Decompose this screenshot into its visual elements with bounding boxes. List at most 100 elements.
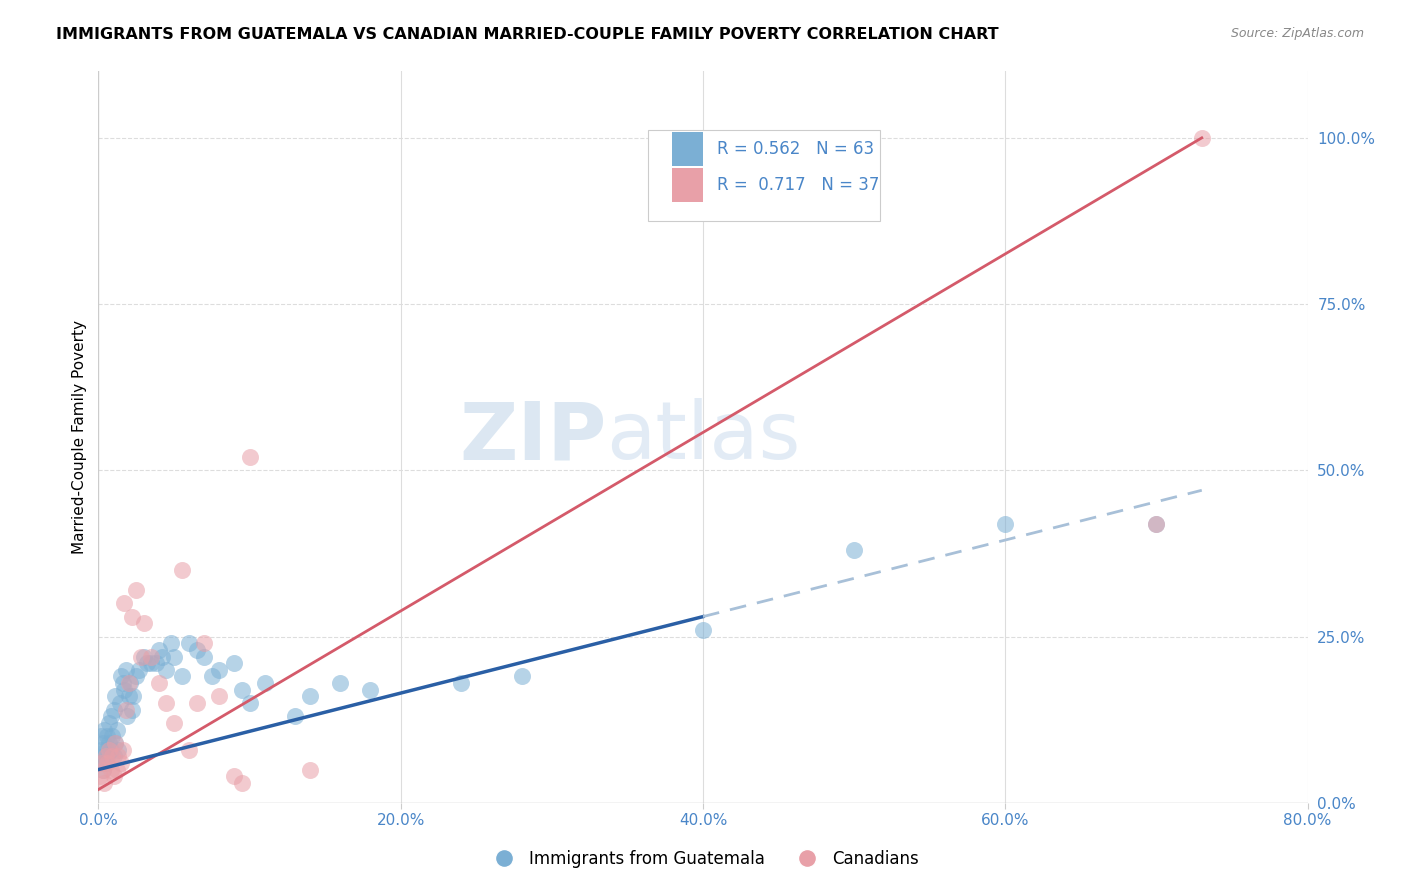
Point <box>148 643 170 657</box>
Point <box>110 756 132 770</box>
Text: atlas: atlas <box>606 398 800 476</box>
Point <box>155 663 177 677</box>
Point <box>193 636 215 650</box>
Point <box>125 669 148 683</box>
Point <box>193 649 215 664</box>
Point <box>98 716 121 731</box>
Point <box>253 676 276 690</box>
Point <box>1191 131 1213 145</box>
Point <box>93 776 115 790</box>
Point <box>121 609 143 624</box>
Point <box>148 676 170 690</box>
Point <box>118 676 141 690</box>
Point <box>132 616 155 631</box>
Point <box>208 663 231 677</box>
Point <box>141 649 163 664</box>
Point <box>128 663 150 677</box>
Point <box>844 543 866 558</box>
Point <box>104 736 127 750</box>
Point <box>299 763 322 777</box>
Text: R =  0.717   N = 37: R = 0.717 N = 37 <box>717 176 879 194</box>
Point <box>231 776 253 790</box>
Point <box>145 656 167 670</box>
Point <box>103 769 125 783</box>
Point <box>98 742 121 756</box>
Point <box>105 723 128 737</box>
Point <box>224 769 246 783</box>
Point <box>100 763 122 777</box>
Point <box>170 669 193 683</box>
Point <box>114 663 136 677</box>
Point <box>94 756 117 770</box>
Point <box>186 696 208 710</box>
Point <box>89 756 111 770</box>
Point <box>129 649 152 664</box>
Point <box>163 716 186 731</box>
Point <box>96 729 118 743</box>
Point <box>1144 516 1167 531</box>
Point <box>91 763 114 777</box>
Point <box>284 709 307 723</box>
Point <box>141 656 163 670</box>
Point <box>90 742 112 756</box>
Point <box>110 669 132 683</box>
Point <box>122 690 145 704</box>
Point <box>118 690 141 704</box>
Point <box>100 709 122 723</box>
Legend: Immigrants from Guatemala, Canadians: Immigrants from Guatemala, Canadians <box>481 844 925 875</box>
Point <box>89 769 111 783</box>
Point <box>135 656 157 670</box>
Point <box>103 703 125 717</box>
Point <box>231 682 253 697</box>
Point <box>103 749 125 764</box>
Point <box>239 450 262 464</box>
Point <box>329 676 352 690</box>
Point <box>108 696 131 710</box>
Point <box>107 742 129 756</box>
Text: IMMIGRANTS FROM GUATEMALA VS CANADIAN MARRIED-COUPLE FAMILY POVERTY CORRELATION : IMMIGRANTS FROM GUATEMALA VS CANADIAN MA… <box>56 27 998 42</box>
Point <box>163 649 186 664</box>
Point <box>692 623 714 637</box>
Point <box>160 636 183 650</box>
Point <box>239 696 262 710</box>
Point <box>93 749 115 764</box>
Point <box>101 749 124 764</box>
Point <box>114 703 136 717</box>
Point <box>94 749 117 764</box>
Point <box>179 742 201 756</box>
Point <box>101 729 124 743</box>
Point <box>111 676 134 690</box>
Point <box>107 749 129 764</box>
Point <box>104 690 127 704</box>
Point <box>100 742 122 756</box>
Point <box>105 763 128 777</box>
Point <box>450 676 472 690</box>
Point <box>1144 516 1167 531</box>
Point <box>179 636 201 650</box>
Point <box>115 709 138 723</box>
Text: ZIP: ZIP <box>458 398 606 476</box>
Point <box>510 669 533 683</box>
Point <box>96 756 118 770</box>
Point <box>111 742 134 756</box>
Point <box>201 669 224 683</box>
Point <box>186 643 208 657</box>
Point <box>96 749 118 764</box>
Point <box>360 682 382 697</box>
Point <box>90 756 112 770</box>
Point <box>98 736 121 750</box>
Point <box>224 656 246 670</box>
Point <box>155 696 177 710</box>
Point <box>112 682 135 697</box>
Point <box>91 736 114 750</box>
Point <box>93 723 115 737</box>
Point <box>125 582 148 597</box>
Point <box>994 516 1017 531</box>
Point <box>90 729 112 743</box>
Point <box>299 690 322 704</box>
Point <box>91 763 114 777</box>
Point <box>94 742 117 756</box>
Point <box>120 676 142 690</box>
Y-axis label: Married-Couple Family Poverty: Married-Couple Family Poverty <box>72 320 87 554</box>
Point <box>112 596 135 610</box>
